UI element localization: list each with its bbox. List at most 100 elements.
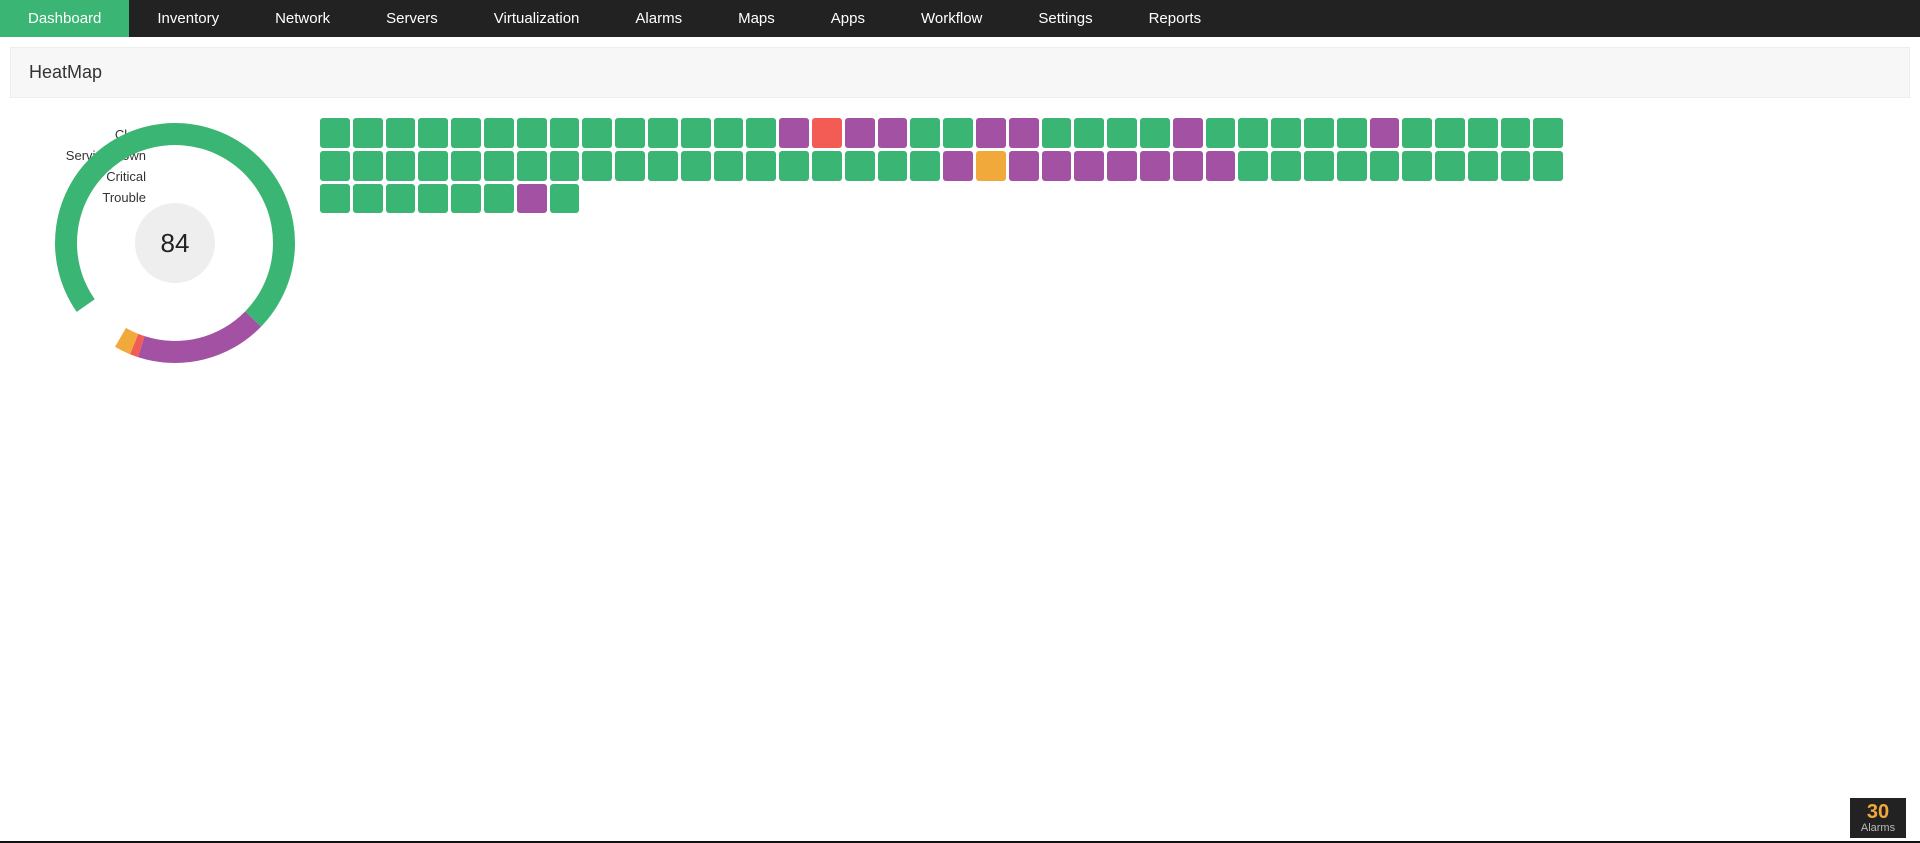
heatmap-cell[interactable] bbox=[320, 184, 350, 214]
heatmap-cell[interactable] bbox=[353, 184, 383, 214]
heatmap-cell[interactable] bbox=[484, 118, 514, 148]
heatmap-cell[interactable] bbox=[320, 118, 350, 148]
heatmap-cell[interactable] bbox=[517, 118, 547, 148]
heatmap-cell[interactable] bbox=[1370, 151, 1400, 181]
heatmap-cell[interactable] bbox=[845, 118, 875, 148]
nav-item-inventory[interactable]: Inventory bbox=[129, 0, 247, 37]
heatmap-cell[interactable] bbox=[648, 151, 678, 181]
heatmap-cell[interactable] bbox=[845, 151, 875, 181]
heatmap-cell[interactable] bbox=[746, 118, 776, 148]
heatmap-cell[interactable] bbox=[1107, 118, 1137, 148]
heatmap-cell[interactable] bbox=[418, 184, 448, 214]
heatmap-cell[interactable] bbox=[910, 118, 940, 148]
heatmap-cell[interactable] bbox=[1468, 151, 1498, 181]
heatmap-cell[interactable] bbox=[648, 118, 678, 148]
nav-item-servers[interactable]: Servers bbox=[358, 0, 466, 37]
heatmap-cell[interactable] bbox=[582, 151, 612, 181]
heatmap-cell[interactable] bbox=[1435, 151, 1465, 181]
heatmap-cell[interactable] bbox=[1304, 151, 1334, 181]
donut-segment-service_down[interactable] bbox=[138, 311, 261, 363]
nav-item-dashboard[interactable]: Dashboard bbox=[0, 0, 129, 37]
nav-item-apps[interactable]: Apps bbox=[803, 0, 893, 37]
heatmap-cell[interactable] bbox=[1107, 151, 1137, 181]
heatmap-cell[interactable] bbox=[386, 118, 416, 148]
heatmap-cell[interactable] bbox=[910, 151, 940, 181]
heatmap-cell[interactable] bbox=[943, 118, 973, 148]
heatmap-cell[interactable] bbox=[878, 151, 908, 181]
heatmap-cell[interactable] bbox=[878, 118, 908, 148]
heatmap-cell[interactable] bbox=[550, 184, 580, 214]
heatmap-cell[interactable] bbox=[1042, 118, 1072, 148]
heatmap-cell[interactable] bbox=[1435, 118, 1465, 148]
heatmap-cell[interactable] bbox=[615, 118, 645, 148]
heatmap-cell[interactable] bbox=[1402, 118, 1432, 148]
heatmap-cell[interactable] bbox=[550, 151, 580, 181]
heatmap-cell[interactable] bbox=[517, 151, 547, 181]
heatmap-cell[interactable] bbox=[451, 184, 481, 214]
heatmap-cell[interactable] bbox=[681, 118, 711, 148]
heatmap-cell[interactable] bbox=[320, 151, 350, 181]
heatmap-cell[interactable] bbox=[484, 184, 514, 214]
heatmap-cell[interactable] bbox=[1337, 151, 1367, 181]
heatmap-cell[interactable] bbox=[484, 151, 514, 181]
nav-item-network[interactable]: Network bbox=[247, 0, 358, 37]
heatmap-cell[interactable] bbox=[1009, 151, 1039, 181]
nav-item-alarms[interactable]: Alarms bbox=[607, 0, 710, 37]
heatmap-cell[interactable] bbox=[353, 118, 383, 148]
heatmap-cell[interactable] bbox=[550, 118, 580, 148]
heatmap-cell[interactable] bbox=[1140, 118, 1170, 148]
heatmap-row bbox=[320, 118, 1910, 148]
heatmap-cell[interactable] bbox=[976, 118, 1006, 148]
heatmap-cell[interactable] bbox=[1009, 118, 1039, 148]
alarms-badge[interactable]: 30 Alarms bbox=[1850, 798, 1906, 838]
heatmap-cell[interactable] bbox=[1173, 118, 1203, 148]
heatmap-cell[interactable] bbox=[1304, 118, 1334, 148]
heatmap-cell[interactable] bbox=[1501, 118, 1531, 148]
heatmap-cell[interactable] bbox=[451, 151, 481, 181]
heatmap-cell[interactable] bbox=[1173, 151, 1203, 181]
heatmap-cell[interactable] bbox=[976, 151, 1006, 181]
heatmap-cell[interactable] bbox=[386, 184, 416, 214]
heatmap-cell[interactable] bbox=[1271, 118, 1301, 148]
heatmap-cell[interactable] bbox=[1074, 151, 1104, 181]
heatmap-cell[interactable] bbox=[353, 151, 383, 181]
top-nav: DashboardInventoryNetworkServersVirtuali… bbox=[0, 0, 1920, 37]
nav-item-virtualization[interactable]: Virtualization bbox=[466, 0, 608, 37]
heatmap-cell[interactable] bbox=[812, 118, 842, 148]
heatmap-cell[interactable] bbox=[1074, 118, 1104, 148]
heatmap-cell[interactable] bbox=[418, 118, 448, 148]
panel-title: HeatMap bbox=[10, 47, 1910, 98]
nav-item-settings[interactable]: Settings bbox=[1010, 0, 1120, 37]
heatmap-cell[interactable] bbox=[1140, 151, 1170, 181]
heatmap-cell[interactable] bbox=[812, 151, 842, 181]
nav-item-workflow[interactable]: Workflow bbox=[893, 0, 1010, 37]
heatmap-cell[interactable] bbox=[1042, 151, 1072, 181]
nav-item-maps[interactable]: Maps bbox=[710, 0, 803, 37]
nav-item-reports[interactable]: Reports bbox=[1121, 0, 1230, 37]
heatmap-cell[interactable] bbox=[582, 118, 612, 148]
heatmap-cell[interactable] bbox=[1533, 151, 1563, 181]
heatmap-cell[interactable] bbox=[1206, 118, 1236, 148]
heatmap-cell[interactable] bbox=[1206, 151, 1236, 181]
heatmap-cell[interactable] bbox=[714, 118, 744, 148]
heatmap-cell[interactable] bbox=[517, 184, 547, 214]
heatmap-cell[interactable] bbox=[714, 151, 744, 181]
heatmap-cell[interactable] bbox=[615, 151, 645, 181]
heatmap-cell[interactable] bbox=[1468, 118, 1498, 148]
heatmap-cell[interactable] bbox=[779, 118, 809, 148]
heatmap-cell[interactable] bbox=[681, 151, 711, 181]
heatmap-cell[interactable] bbox=[779, 151, 809, 181]
heatmap-cell[interactable] bbox=[386, 151, 416, 181]
heatmap-cell[interactable] bbox=[418, 151, 448, 181]
heatmap-cell[interactable] bbox=[943, 151, 973, 181]
heatmap-cell[interactable] bbox=[1238, 151, 1268, 181]
heatmap-cell[interactable] bbox=[1370, 118, 1400, 148]
heatmap-cell[interactable] bbox=[1271, 151, 1301, 181]
heatmap-cell[interactable] bbox=[451, 118, 481, 148]
heatmap-cell[interactable] bbox=[1402, 151, 1432, 181]
heatmap-cell[interactable] bbox=[746, 151, 776, 181]
heatmap-cell[interactable] bbox=[1337, 118, 1367, 148]
heatmap-cell[interactable] bbox=[1501, 151, 1531, 181]
heatmap-cell[interactable] bbox=[1238, 118, 1268, 148]
heatmap-cell[interactable] bbox=[1533, 118, 1563, 148]
